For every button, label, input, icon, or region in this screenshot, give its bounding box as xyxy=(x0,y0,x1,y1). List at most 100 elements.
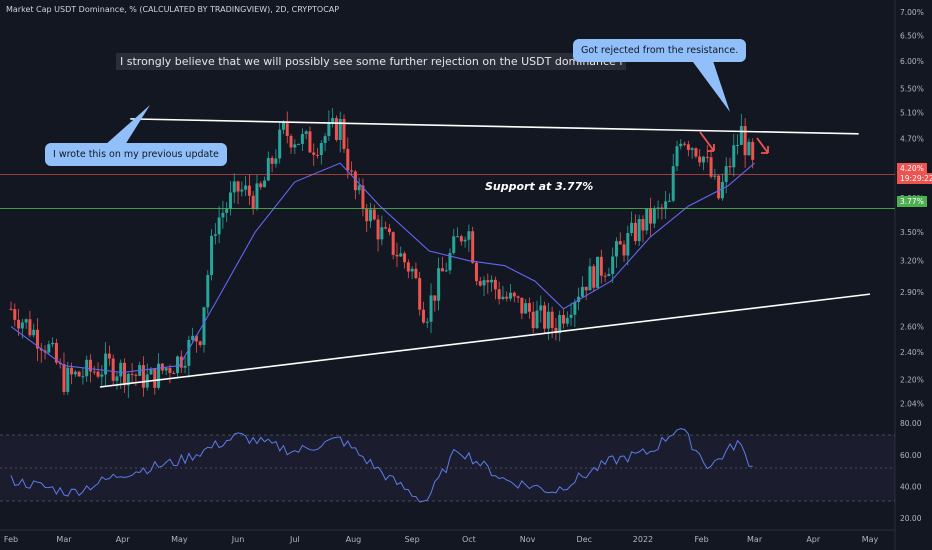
candle-body xyxy=(361,185,365,210)
candle-body xyxy=(539,305,543,311)
x-tick-label: Nov xyxy=(520,535,536,544)
candle-body xyxy=(558,315,562,334)
candle-body xyxy=(387,228,391,233)
left-callout: I wrote this on my previous update xyxy=(45,143,227,166)
candle-body xyxy=(596,256,600,288)
candle-body xyxy=(546,311,550,329)
candle-body xyxy=(656,207,660,209)
candle-body xyxy=(17,319,21,329)
candle-body xyxy=(308,131,312,153)
x-tick-label: 2022 xyxy=(633,535,653,544)
candle-body xyxy=(244,185,248,190)
x-axis-labels: Feb Mar Apr May Jun Jul Aug Sep Oct Nov Dec 2022 Feb… xyxy=(4,535,879,544)
candle-body xyxy=(686,144,690,150)
candle-body xyxy=(92,371,96,373)
left-callout-pointer xyxy=(105,105,150,145)
y-tick-label: 2.04% xyxy=(900,400,924,409)
candle-body xyxy=(149,369,153,375)
y-tick-label: 2.60% xyxy=(900,323,924,332)
candle-body xyxy=(603,275,607,277)
candle-body xyxy=(228,192,232,209)
candle-body xyxy=(168,368,172,373)
right-callout: Got rejected from the resistance. xyxy=(573,39,747,62)
candle-body xyxy=(20,322,24,329)
candle-body xyxy=(368,209,372,222)
candle-body xyxy=(584,286,588,291)
candle-body xyxy=(739,126,743,145)
candle-body xyxy=(380,227,384,240)
candle-body xyxy=(270,157,274,164)
candle-body xyxy=(743,126,747,156)
moving-average-line xyxy=(10,162,755,374)
candle-body xyxy=(391,232,395,255)
candle-body xyxy=(51,342,55,345)
x-tick-label: Apr xyxy=(806,535,821,544)
last-price-tag: 4.20% xyxy=(897,163,927,174)
candle-body xyxy=(153,369,157,388)
candle-body xyxy=(35,329,39,349)
candle-body xyxy=(13,309,17,320)
candle-body xyxy=(202,307,206,345)
main-annotation: I strongly believe that we will possibly… xyxy=(116,53,627,70)
candle-body xyxy=(751,141,755,160)
candle-body xyxy=(100,374,104,377)
candle-body xyxy=(240,189,244,192)
candle-body xyxy=(300,133,304,144)
candle-body xyxy=(535,310,539,329)
candle-body xyxy=(96,371,100,377)
candle-body xyxy=(679,143,683,147)
candle-body xyxy=(482,280,486,286)
candle-body xyxy=(9,308,13,310)
candle-body xyxy=(316,154,320,156)
candle-body xyxy=(747,141,751,156)
candle-body xyxy=(54,342,58,363)
candle-body xyxy=(418,278,422,310)
candle-body xyxy=(554,327,558,334)
candle-body xyxy=(516,296,520,298)
candle-body xyxy=(531,311,535,329)
candle-body xyxy=(614,241,618,257)
candle-body xyxy=(24,319,28,323)
x-tick-label: Apr xyxy=(116,535,131,544)
candle-body xyxy=(263,180,267,188)
candle-body xyxy=(297,143,301,145)
candle-body xyxy=(130,373,134,375)
candle-body xyxy=(588,266,592,291)
candle-body xyxy=(410,268,414,272)
candle-body xyxy=(565,317,569,324)
y-tick-label: 6.00% xyxy=(900,57,924,66)
candle-body xyxy=(501,296,505,299)
y-tick-label: 3.50% xyxy=(900,228,924,237)
rsi-tick-label: 80.00 xyxy=(900,419,922,428)
support-price-tag: 3.77% xyxy=(897,196,927,207)
candle-body xyxy=(160,363,164,371)
candle-body xyxy=(694,148,698,157)
candle-body xyxy=(164,368,168,371)
candle-body xyxy=(104,353,108,375)
candle-body xyxy=(709,157,713,177)
candle-body xyxy=(289,136,293,148)
candle-body xyxy=(520,297,524,314)
candle-body xyxy=(399,253,403,257)
candle-body xyxy=(599,256,603,276)
x-tick-label: May xyxy=(171,535,188,544)
candle-body xyxy=(134,374,138,376)
candle-body xyxy=(210,235,214,276)
candle-body xyxy=(429,295,433,322)
candle-body xyxy=(198,341,202,345)
candle-body xyxy=(293,144,297,148)
candle-body xyxy=(183,365,187,368)
candle-body xyxy=(444,270,448,272)
candle-body xyxy=(630,222,634,233)
candle-body xyxy=(607,273,611,277)
candle-body xyxy=(543,305,547,329)
candle-body xyxy=(225,208,229,213)
y-tick-label: 6.50% xyxy=(900,32,924,41)
arrow-icon xyxy=(699,131,715,152)
y-tick-label: 5.10% xyxy=(900,109,924,118)
candle-body xyxy=(580,286,584,297)
candle-body xyxy=(66,367,70,392)
candle-body xyxy=(474,262,478,282)
x-tick-label: May xyxy=(862,535,879,544)
